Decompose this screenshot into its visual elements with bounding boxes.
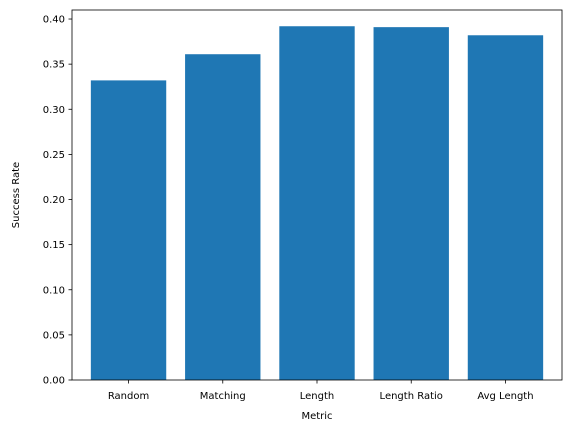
y-tick-label: 0.40 [43, 15, 65, 26]
bar-length-ratio [373, 27, 449, 381]
y-tick-label: 0.05 [43, 330, 65, 341]
x-axis-ticks: Random Matching Length Length Ratio Avg Leng… [108, 380, 534, 402]
plot-frame [71, 9, 563, 381]
y-tick-label: 0.30 [43, 105, 65, 116]
y-tick-label: 0.15 [43, 240, 65, 251]
y-tick-label: 0.10 [43, 285, 65, 296]
bar-avg-length [467, 35, 544, 381]
y-tick-label: 0.20 [43, 195, 65, 206]
x-axis-label: Metric [301, 411, 332, 422]
y-tick-label: 0.25 [43, 150, 65, 161]
bar-length [279, 26, 355, 381]
x-tick-label: Length Ratio [380, 391, 443, 402]
bar-matching [185, 54, 261, 380]
y-axis-ticks: 0.00 0.05 0.10 0.15 0.20 0.25 0.30 0.35 0.40 [43, 15, 72, 387]
x-tick-label: Length [300, 391, 335, 402]
x-tick-label: Random [108, 391, 149, 402]
x-tick-label: Avg Length [477, 391, 533, 402]
x-tick-label: Matching [200, 391, 246, 402]
bars-layer [90, 26, 544, 381]
y-axis-label: Success Rate [11, 162, 22, 228]
bar-random [90, 80, 167, 380]
y-tick-label: 0.35 [43, 60, 65, 71]
y-tick-label: 0.00 [43, 376, 65, 387]
